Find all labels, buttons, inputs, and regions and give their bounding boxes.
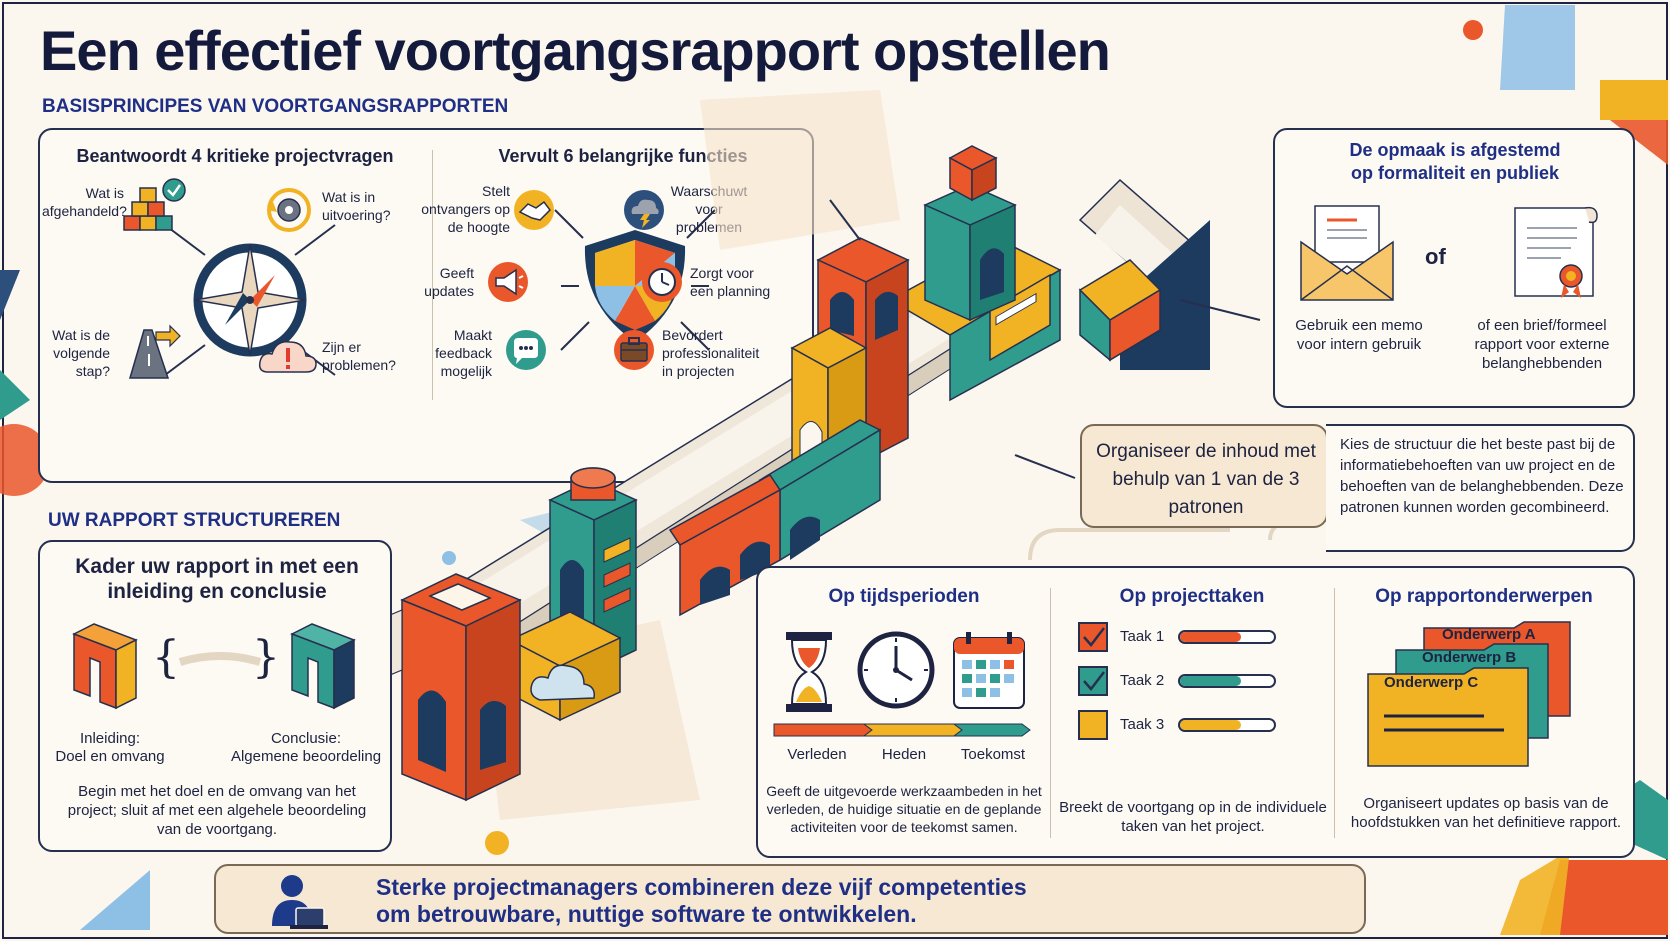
blocks-check-icon: [123, 178, 186, 231]
functions-title: Vervult 6 belangrijke functies: [498, 146, 748, 166]
gear-icon: [267, 188, 311, 232]
task-label: Taak 2: [1120, 672, 1165, 689]
envelope-memo-icon: [1300, 205, 1394, 301]
task-progress-fill: [1180, 676, 1242, 686]
task-progress-bar: [1178, 718, 1276, 732]
function-plan-label: Zorgt voor een planning: [690, 265, 771, 299]
section-basics-title: BASISPRINCIPES VAN VOORTGANGSRAPPORTEN: [42, 96, 509, 117]
connector-arc: [178, 652, 262, 666]
patterns-divider-2: [1334, 588, 1335, 838]
road-arrow-icon: [129, 324, 181, 379]
questions-title: Beantwoordt 4 kritieke projectvragen: [76, 146, 394, 166]
footer-banner: Sterke projectmanagers combineren deze v…: [214, 864, 1366, 934]
format-letter-text: of een brief/formeel rapport voor extern…: [1474, 317, 1610, 372]
cloud-alert-icon: [258, 341, 317, 373]
chat-bubble-icon: [506, 330, 546, 370]
format-or-label: of: [1425, 244, 1446, 269]
task-label: Taak 1: [1120, 628, 1165, 645]
task-checkbox: [1078, 710, 1108, 740]
pattern-tasks-description: Breekt de voortgang op in de individuele…: [1059, 799, 1327, 835]
task-progress-fill: [1180, 632, 1242, 642]
briefcase-icon: [614, 330, 654, 370]
section-structure-title: UW RAPPORT STRUCTUREREN: [48, 510, 341, 531]
folder-stack-icon: [1367, 621, 1571, 767]
megaphone-icon: [488, 262, 528, 302]
organize-title: Organiseer de inhoud met behulp van 1 va…: [1096, 441, 1316, 518]
organize-description-box: Kies de structuur die het beste past bij…: [1326, 424, 1635, 552]
formal-letter-icon: [1514, 206, 1598, 298]
brace-left-icon: {: [152, 632, 180, 683]
pattern-time-description: Geeft de uitgevoerde werkzaambeden in he…: [766, 783, 1042, 835]
pattern-time-title: Op tijdsperioden: [828, 586, 980, 607]
timeline-future-label: Toekomst: [960, 746, 1026, 763]
pattern-topics-title: Op rapportonderwerpen: [1375, 586, 1593, 607]
intro-arch-icon: [72, 623, 138, 710]
task-checkbox: [1078, 622, 1108, 652]
task-progress-bar: [1178, 674, 1276, 688]
question-progress-label: Wat is in uitvoering?: [322, 189, 391, 223]
format-title-line1: De opmaak is afgestemd: [1349, 140, 1561, 160]
calendar-icon: [953, 632, 1025, 709]
format-title-line2: op formaliteit en publiek: [1350, 163, 1560, 183]
task-row: Taak 3: [1078, 710, 1328, 742]
conclusion-value: Algemene beoordeling: [230, 748, 382, 765]
footer-line2: om betrouwbare, nuttige software te ontw…: [376, 901, 917, 927]
compass-icon: [164, 224, 336, 376]
check-icon: [1083, 627, 1105, 647]
timeline-present-label: Heden: [881, 746, 927, 763]
patterns-divider-1: [1050, 588, 1051, 838]
intro-value: Doel en omvang: [55, 748, 165, 765]
clock-face-icon: [857, 631, 935, 709]
topic-a-label: Onderwerp A: [1442, 626, 1536, 643]
organize-description: Kies de structuur die het beste past bij…: [1340, 436, 1624, 516]
task-label: Taak 3: [1120, 716, 1165, 733]
topic-c-label: Onderwerp C: [1384, 674, 1479, 691]
function-professional-label: Bevordert professionaliteit in projecten: [662, 327, 760, 379]
organize-callout: Organiseer de inhoud met behulp van 1 va…: [1080, 424, 1328, 528]
conclusion-arch-icon: [290, 623, 356, 710]
function-feedback-label: Maakt feedback mogelijk: [435, 327, 492, 379]
timeline-past-label: Verleden: [787, 746, 847, 763]
format-panel: De opmaak is afgestemd op formaliteit en…: [1273, 128, 1635, 408]
footer-line1: Sterke projectmanagers combineren deze v…: [376, 874, 1027, 900]
topic-b-label: Onderwerp B: [1422, 649, 1517, 666]
frame-description: Begin met het doel en de omvang van het …: [67, 783, 367, 838]
conclusion-label: Conclusie:: [270, 730, 342, 747]
person-laptop-icon: [272, 875, 328, 929]
handshake-icon: [514, 190, 554, 230]
pattern-topics-description: Organiseert updates op basis van de hoof…: [1350, 795, 1622, 831]
question-problems-label: Zijn er problemen?: [322, 339, 396, 373]
clock-icon: [642, 262, 682, 302]
pattern-tasks-title: Op projecttaken: [1119, 586, 1265, 607]
question-done-label: Wat is afgehandeld?: [42, 185, 127, 219]
intro-label: Inleiding:: [79, 730, 141, 747]
task-progress-bar: [1178, 630, 1276, 644]
basics-divider: [432, 150, 433, 400]
hourglass-icon: [786, 632, 832, 712]
function-updates-label: Geeft updates: [424, 265, 474, 299]
timeline-arrow: [773, 723, 1031, 737]
frame-panel: Kader uw rapport in met een inleiding en…: [38, 540, 392, 852]
task-row: Taak 2: [1078, 666, 1328, 698]
storm-cloud-icon: [624, 190, 664, 230]
page-title: Een effectief voortgangsrapport opstelle…: [40, 19, 1111, 82]
question-next-label: Wat is de volgende stap?: [52, 327, 110, 379]
frame-title: Kader uw rapport in met een inleiding en…: [75, 555, 359, 603]
patterns-panel: Op tijdsperioden Ve: [756, 566, 1635, 858]
check-icon: [1083, 671, 1105, 691]
basics-panel: Beantwoordt 4 kritieke projectvragen Wat…: [38, 128, 814, 483]
task-progress-fill: [1180, 720, 1242, 730]
function-inform-label: Stelt ontvangers op de hoogte: [421, 183, 510, 235]
task-row: Taak 1: [1078, 622, 1328, 654]
task-checkbox: [1078, 666, 1108, 696]
format-memo-text: Gebruik een memo voor intern gebruik: [1295, 317, 1423, 353]
